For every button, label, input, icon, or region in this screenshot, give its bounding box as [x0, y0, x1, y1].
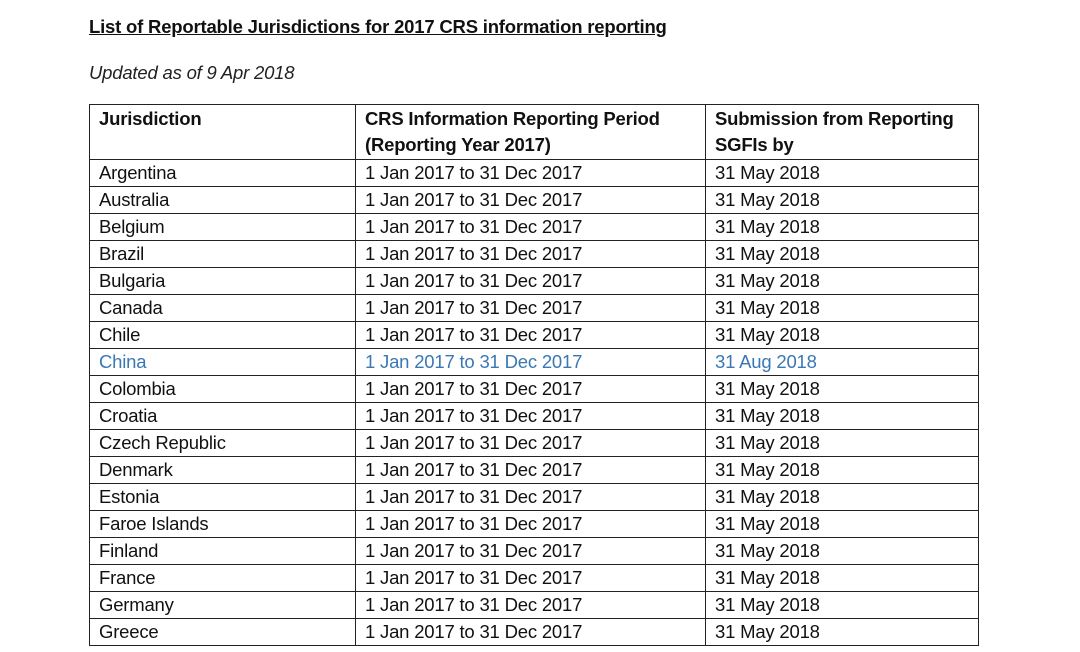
cell-reporting-period: 1 Jan 2017 to 31 Dec 2017 [355, 213, 706, 241]
cell-reporting-period: 1 Jan 2017 to 31 Dec 2017 [355, 510, 706, 538]
cell-reporting-period: 1 Jan 2017 to 31 Dec 2017 [355, 294, 706, 322]
cell-jurisdiction: Belgium [89, 213, 356, 241]
cell-submission-date: 31 May 2018 [705, 213, 979, 241]
cell-reporting-period: 1 Jan 2017 to 31 Dec 2017 [355, 375, 706, 403]
table-row: Finland 1 Jan 2017 to 31 Dec 2017 31 May 2… [89, 537, 979, 565]
table-row: Croatia 1 Jan 2017 to 31 Dec 2017 31 May 2… [89, 402, 979, 430]
cell-reporting-period: 1 Jan 2017 to 31 Dec 2017 [355, 240, 706, 268]
cell-submission-date: 31 May 2018 [705, 375, 979, 403]
table-row: Chile 1 Jan 2017 to 31 Dec 2017 31 May 201… [89, 321, 979, 349]
cell-submission-date: 31 May 2018 [705, 267, 979, 295]
updated-date: Updated as of 9 Apr 2018 [89, 62, 295, 83]
table-row: Germany 1 Jan 2017 to 31 Dec 2017 31 May 2… [89, 591, 979, 619]
cell-jurisdiction: Faroe Islands [89, 510, 356, 538]
document-title: List of Reportable Jurisdictions for 201… [89, 16, 667, 37]
cell-submission-date: 31 May 2018 [705, 483, 979, 511]
table-header-row: Jurisdiction CRS Information Reporting P… [89, 104, 979, 160]
table-row: Denmark 1 Jan 2017 to 31 Dec 2017 31 May 2… [89, 456, 979, 484]
table-row: Bulgaria 1 Jan 2017 to 31 Dec 2017 31 May … [89, 267, 979, 295]
jurisdictions-table: Jurisdiction CRS Information Reporting P… [89, 104, 979, 646]
table-row: Canada 1 Jan 2017 to 31 Dec 2017 31 May 20… [89, 294, 979, 322]
header-jurisdiction: Jurisdiction [89, 104, 356, 160]
header-submission-date: Submission from Reporting SGFIs by [705, 104, 979, 160]
cell-submission-date: 31 May 2018 [705, 240, 979, 268]
cell-reporting-period: 1 Jan 2017 to 31 Dec 2017 [355, 348, 706, 376]
cell-reporting-period: 1 Jan 2017 to 31 Dec 2017 [355, 537, 706, 565]
table-row: Greece 1 Jan 2017 to 31 Dec 2017 31 May 20… [89, 618, 979, 646]
cell-reporting-period: 1 Jan 2017 to 31 Dec 2017 [355, 402, 706, 430]
table-row: Colombia 1 Jan 2017 to 31 Dec 2017 31 May … [89, 375, 979, 403]
cell-jurisdiction: Colombia [89, 375, 356, 403]
cell-submission-date: 31 May 2018 [705, 429, 979, 457]
cell-submission-date: 31 May 2018 [705, 159, 979, 187]
cell-jurisdiction: France [89, 564, 356, 592]
cell-submission-date: 31 May 2018 [705, 537, 979, 565]
cell-submission-date: 31 May 2018 [705, 564, 979, 592]
cell-jurisdiction: China [89, 348, 356, 376]
cell-jurisdiction: Germany [89, 591, 356, 619]
table-row: Estonia 1 Jan 2017 to 31 Dec 2017 31 May 2… [89, 483, 979, 511]
cell-reporting-period: 1 Jan 2017 to 31 Dec 2017 [355, 564, 706, 592]
cell-jurisdiction: Argentina [89, 159, 356, 187]
cell-submission-date: 31 May 2018 [705, 321, 979, 349]
cell-submission-date: 31 May 2018 [705, 402, 979, 430]
table-row: Brazil 1 Jan 2017 to 31 Dec 2017 31 May 20… [89, 240, 979, 268]
header-reporting-period: CRS Information Reporting Period (Report… [355, 104, 706, 160]
cell-reporting-period: 1 Jan 2017 to 31 Dec 2017 [355, 429, 706, 457]
cell-jurisdiction: Australia [89, 186, 356, 214]
cell-jurisdiction: Finland [89, 537, 356, 565]
cell-reporting-period: 1 Jan 2017 to 31 Dec 2017 [355, 186, 706, 214]
cell-submission-date: 31 Aug 2018 [705, 348, 979, 376]
cell-reporting-period: 1 Jan 2017 to 31 Dec 2017 [355, 483, 706, 511]
cell-submission-date: 31 May 2018 [705, 186, 979, 214]
cell-submission-date: 31 May 2018 [705, 510, 979, 538]
cell-submission-date: 31 May 2018 [705, 294, 979, 322]
cell-submission-date: 31 May 2018 [705, 591, 979, 619]
cell-reporting-period: 1 Jan 2017 to 31 Dec 2017 [355, 267, 706, 295]
cell-jurisdiction: Bulgaria [89, 267, 356, 295]
cell-reporting-period: 1 Jan 2017 to 31 Dec 2017 [355, 321, 706, 349]
table-row: China 1 Jan 2017 to 31 Dec 2017 31 Aug 201… [89, 348, 979, 376]
cell-jurisdiction: Czech Republic [89, 429, 356, 457]
cell-submission-date: 31 May 2018 [705, 618, 979, 646]
cell-reporting-period: 1 Jan 2017 to 31 Dec 2017 [355, 591, 706, 619]
cell-jurisdiction: Greece [89, 618, 356, 646]
cell-jurisdiction: Croatia [89, 402, 356, 430]
cell-reporting-period: 1 Jan 2017 to 31 Dec 2017 [355, 159, 706, 187]
cell-reporting-period: 1 Jan 2017 to 31 Dec 2017 [355, 456, 706, 484]
cell-jurisdiction: Denmark [89, 456, 356, 484]
table-row: Australia 1 Jan 2017 to 31 Dec 2017 31 May… [89, 186, 979, 214]
cell-submission-date: 31 May 2018 [705, 456, 979, 484]
table-row: Czech Republic 1 Jan 2017 to 31 Dec 2017 3… [89, 429, 979, 457]
table-row: Argentina 1 Jan 2017 to 31 Dec 2017 31 May… [89, 159, 979, 187]
table-row: France 1 Jan 2017 to 31 Dec 2017 31 May 20… [89, 564, 979, 592]
table-row: Faroe Islands 1 Jan 2017 to 31 Dec 2017 31… [89, 510, 979, 538]
cell-jurisdiction: Chile [89, 321, 356, 349]
cell-jurisdiction: Brazil [89, 240, 356, 268]
table-row: Belgium 1 Jan 2017 to 31 Dec 2017 31 May 2… [89, 213, 979, 241]
cell-reporting-period: 1 Jan 2017 to 31 Dec 2017 [355, 618, 706, 646]
cell-jurisdiction: Canada [89, 294, 356, 322]
cell-jurisdiction: Estonia [89, 483, 356, 511]
